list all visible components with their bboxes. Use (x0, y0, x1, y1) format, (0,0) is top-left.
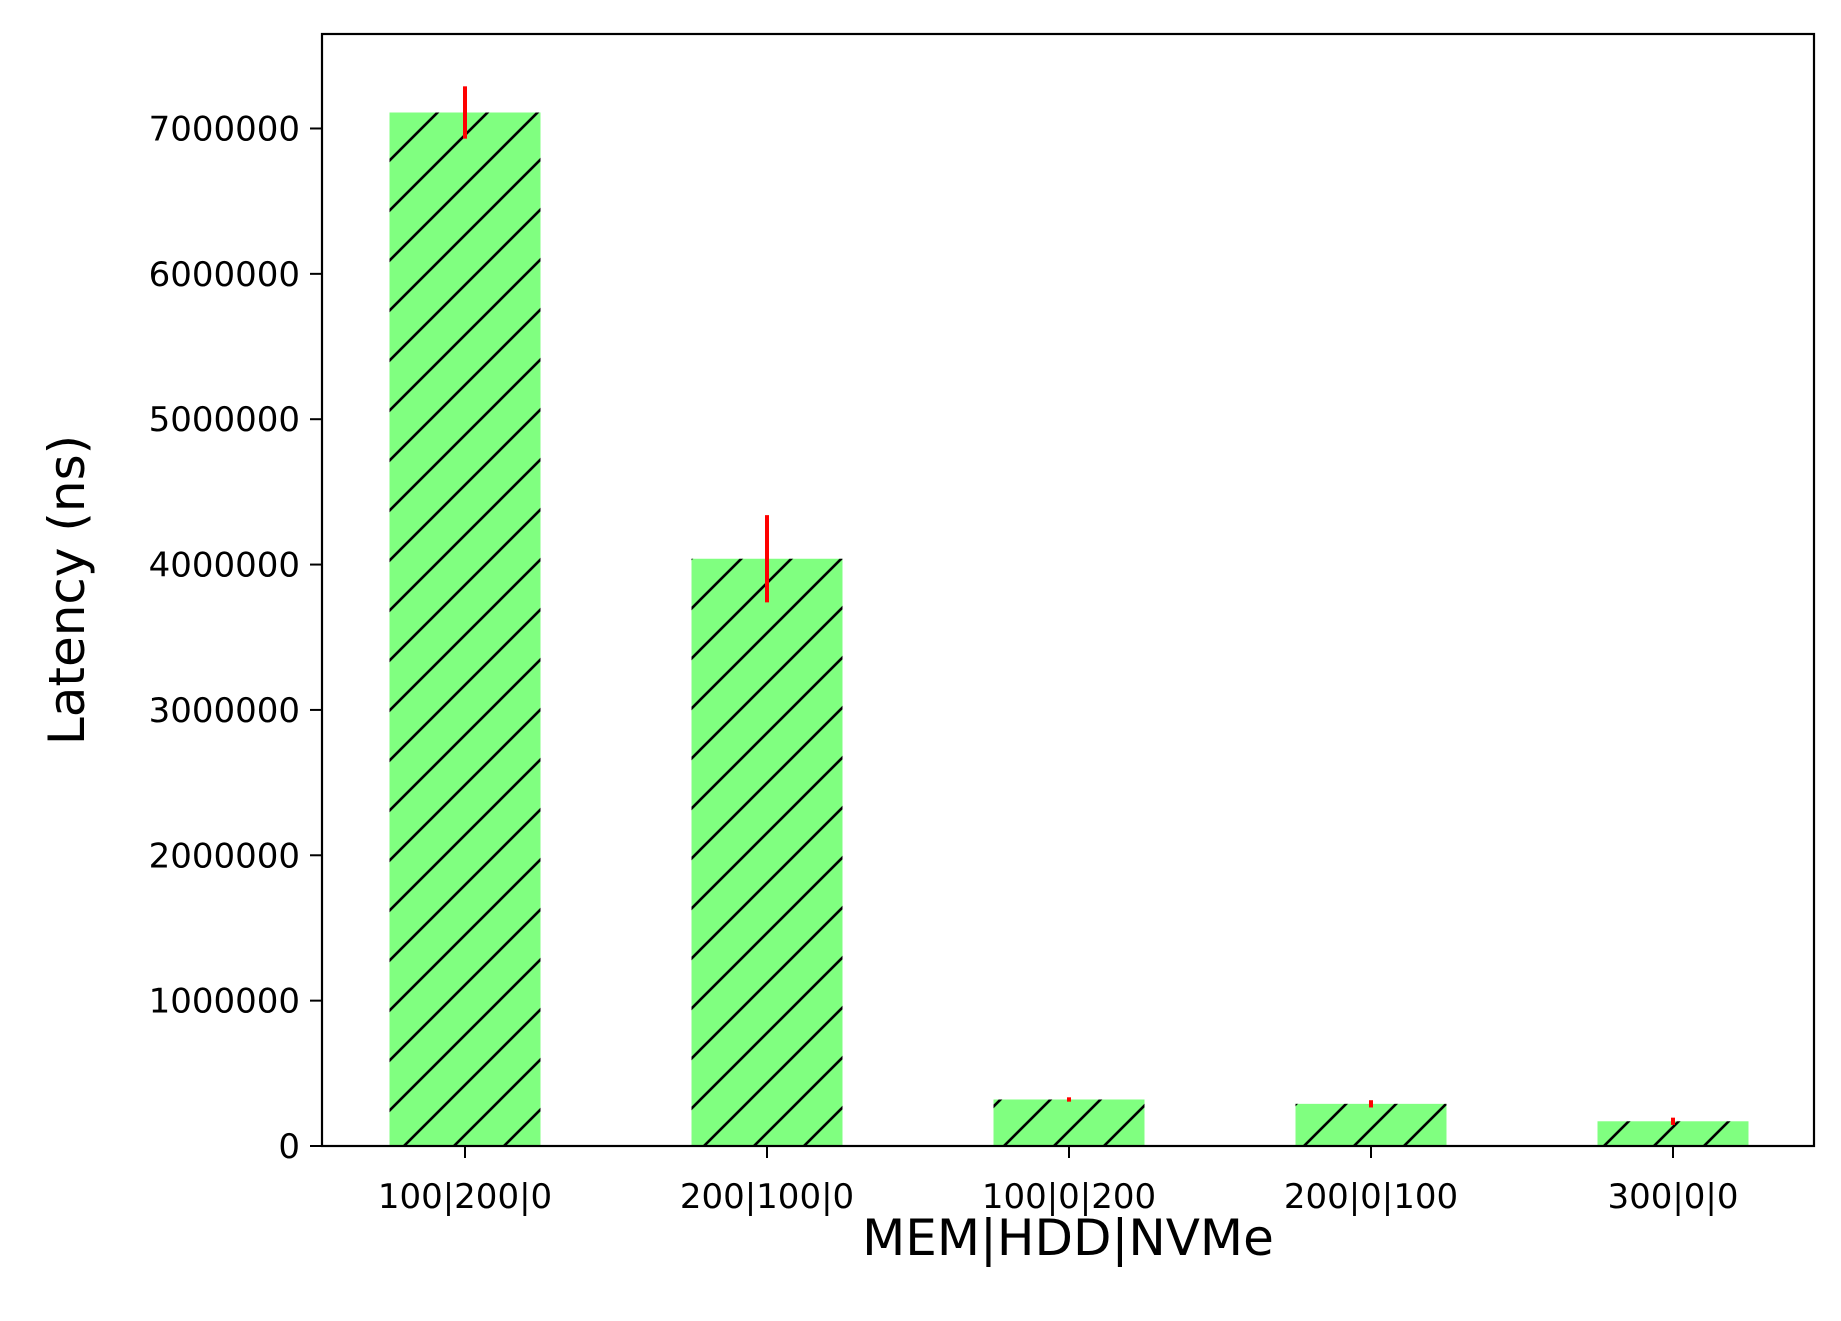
x-tick-label-1: 200|100|0 (680, 1177, 854, 1217)
y-tick-label-5: 5000000 (149, 400, 300, 440)
error-bars-layer (463, 86, 1675, 1125)
y-tick-label-6: 6000000 (149, 255, 300, 295)
y-tick-label-3: 3000000 (149, 691, 300, 731)
x-tick-label-4: 300|0|0 (1607, 1177, 1738, 1217)
bar-hatch-1 (691, 558, 843, 1146)
y-tick-label-1: 1000000 (149, 982, 300, 1022)
bar-hatch-4 (1597, 1121, 1749, 1146)
y-tick-label-0: 0 (278, 1127, 300, 1167)
x-axis: 100|200|0 200|100|0 100|0|200 200|0|100 300|… (378, 1146, 1739, 1217)
plot-area-frame (320, 32, 1816, 1148)
bar-hatch-3 (1295, 1103, 1447, 1146)
x-tick-label-3: 200|0|100 (1284, 1177, 1458, 1217)
y-axis: 0 1000000 2000000 3000000 4000000 5000000 6000… (149, 109, 322, 1167)
y-tick-label-2: 2000000 (149, 836, 300, 876)
bar-hatch-0 (389, 112, 541, 1146)
y-axis-label: Latency (ns) (38, 435, 96, 745)
y-tick-label-7: 7000000 (149, 109, 300, 149)
x-tick-label-0: 100|200|0 (378, 1177, 552, 1217)
y-tick-label-4: 4000000 (149, 546, 300, 586)
x-tick-label-2: 100|0|200 (982, 1177, 1156, 1217)
x-axis-label: MEM|HDD|NVMe (862, 1209, 1274, 1267)
bars-layer (389, 112, 1749, 1146)
bar-hatch-2 (993, 1099, 1145, 1146)
